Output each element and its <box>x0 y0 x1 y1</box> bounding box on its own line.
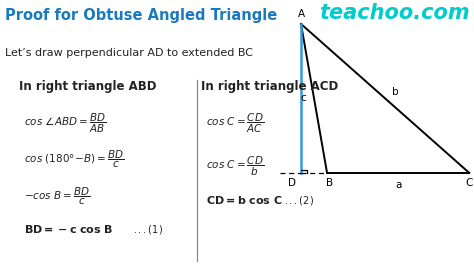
Text: $cos\ C = \dfrac{CD}{b}$: $cos\ C = \dfrac{CD}{b}$ <box>206 154 264 177</box>
Text: Proof for Obtuse Angled Triangle: Proof for Obtuse Angled Triangle <box>5 8 277 23</box>
Text: $\bf{CD = b\ cos\ C}$: $\bf{CD = b\ cos\ C}$ <box>206 194 283 206</box>
Text: A: A <box>297 9 305 19</box>
Text: C: C <box>465 178 473 188</box>
Text: a: a <box>395 180 401 190</box>
Text: c: c <box>301 93 307 103</box>
Text: $\bf{BD = -c\ cos\ B}$: $\bf{BD = -c\ cos\ B}$ <box>24 223 113 235</box>
Text: D: D <box>289 178 296 188</box>
Text: $cos\ (180°\! -\! B) = \dfrac{BD}{c}$: $cos\ (180°\! -\! B) = \dfrac{BD}{c}$ <box>24 149 124 170</box>
Text: teachoo.com: teachoo.com <box>319 3 469 23</box>
Text: $...(1)$: $...(1)$ <box>133 223 163 236</box>
Text: In right triangle ACD: In right triangle ACD <box>201 80 339 93</box>
Text: $cos\ C = \dfrac{CD}{AC}$: $cos\ C = \dfrac{CD}{AC}$ <box>206 112 264 135</box>
Text: In right triangle ABD: In right triangle ABD <box>19 80 156 93</box>
Text: $cos\ \angle ABD = \dfrac{BD}{AB}$: $cos\ \angle ABD = \dfrac{BD}{AB}$ <box>24 112 106 135</box>
Text: $...(2)$: $...(2)$ <box>284 194 314 207</box>
Text: B: B <box>326 178 333 188</box>
Text: b: b <box>392 87 399 97</box>
Text: $-cos\ B = \dfrac{BD}{c}$: $-cos\ B = \dfrac{BD}{c}$ <box>24 186 90 207</box>
Text: Let’s draw perpendicular AD to extended BC: Let’s draw perpendicular AD to extended … <box>5 48 253 58</box>
